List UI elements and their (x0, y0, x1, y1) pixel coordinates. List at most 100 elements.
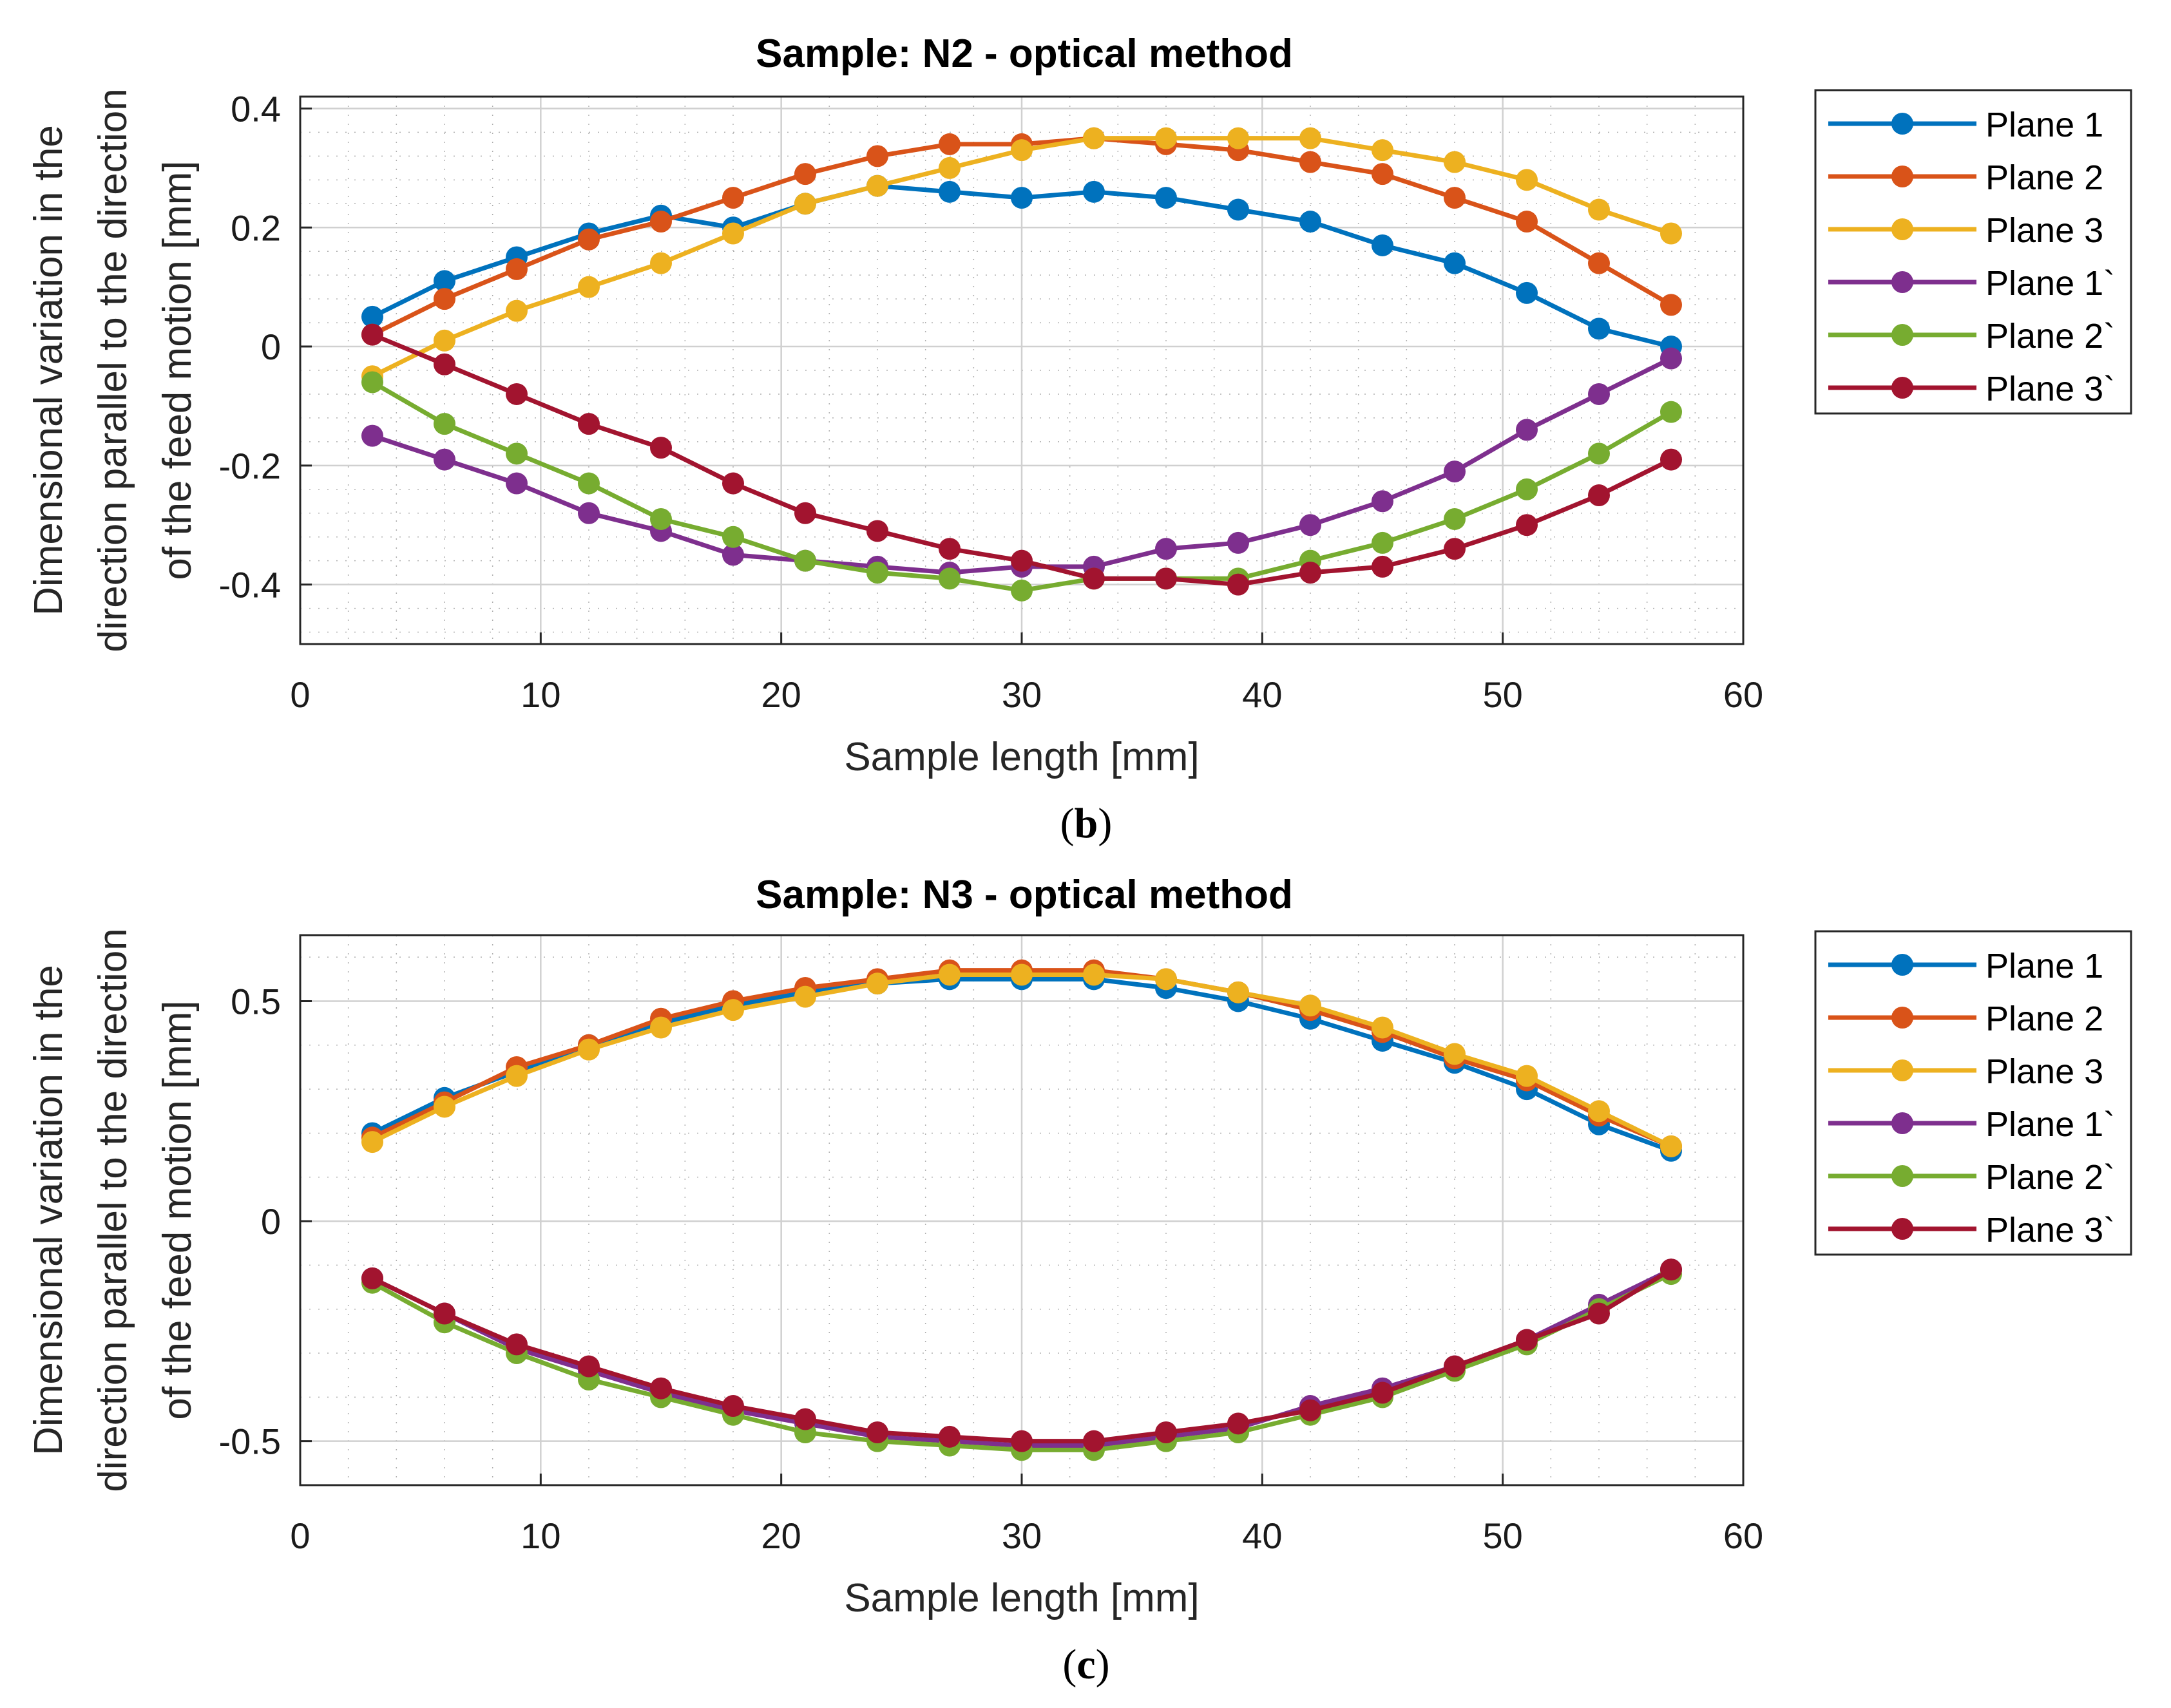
data-point (1372, 1016, 1393, 1039)
data-point (1516, 514, 1538, 536)
legend-marker (1891, 1059, 1913, 1081)
legend-swatches (1828, 954, 1976, 1240)
data-point (1372, 234, 1393, 256)
caption: (b) (1060, 800, 1113, 847)
chart-n2: Sample: N2 - optical method -0.4 -0.2 0 … (26, 32, 2132, 847)
data-point (722, 222, 744, 245)
y-axis-label-line: of the feed motion [mm] (155, 160, 200, 580)
legend-label: Plane 3 (1985, 1052, 2103, 1091)
data-point (1372, 555, 1393, 578)
legend-swatches (1828, 113, 1976, 399)
data-point (1083, 180, 1105, 203)
legend-label: Plane 1` (1985, 1105, 2115, 1144)
data-point (578, 228, 600, 251)
y-axis-label: Dimensional variation in the direction p… (26, 88, 200, 652)
data-point (1660, 401, 1682, 423)
data-point (1155, 538, 1177, 560)
legend-label: Plane 2` (1985, 1158, 2115, 1197)
x-tick-label: 30 (1002, 1515, 1042, 1556)
data-point (1444, 252, 1466, 274)
x-tick-label: 10 (521, 674, 560, 715)
data-point (1444, 538, 1466, 560)
data-point (1299, 151, 1321, 173)
data-point (1588, 1100, 1610, 1123)
series-lines (361, 959, 1682, 1461)
data-point (939, 538, 961, 560)
data-point (1516, 419, 1538, 441)
y-tick-labels: -0.5 0 0.5 (219, 981, 282, 1461)
data-point (361, 371, 383, 394)
y-tick-label: 0.5 (231, 981, 281, 1021)
data-point (794, 985, 816, 1008)
y-tick-label: -0.4 (219, 565, 282, 605)
series-plane-3- (361, 1258, 1682, 1452)
y-axis-label-line: direction parallel to the direction (91, 88, 135, 652)
legend-label: Plane 2 (1985, 1000, 2103, 1038)
data-point (1227, 531, 1249, 554)
data-point (1155, 567, 1177, 590)
y-axis-label-line: Dimensional variation in the (26, 125, 71, 616)
data-point (722, 472, 744, 495)
legend-marker (1891, 324, 1913, 346)
data-point (1660, 347, 1682, 370)
data-point (1444, 460, 1466, 483)
x-tick-label: 30 (1002, 674, 1042, 715)
chart-n3: Sample: N3 - optical method -0.5 0 0.5 0… (26, 873, 2132, 1688)
data-point (1516, 1065, 1538, 1087)
data-point (1588, 252, 1610, 274)
data-point (1299, 514, 1321, 536)
legend: Plane 1 Plane 2 Plane 3 Plane 1` Plane 2… (1814, 930, 2132, 1256)
data-point (1083, 567, 1105, 590)
data-point (578, 1355, 600, 1378)
legend-marker (1891, 954, 1913, 976)
data-point (361, 424, 383, 447)
data-point (1155, 127, 1177, 149)
x-tick-label: 60 (1723, 674, 1763, 715)
plot-frame (299, 95, 1745, 645)
data-point (361, 323, 383, 346)
series-plane-3- (361, 323, 1682, 596)
x-tick-label: 60 (1723, 1515, 1763, 1556)
caption: (c) (1062, 1641, 1109, 1688)
data-point (506, 258, 528, 280)
data-point (1588, 318, 1610, 340)
data-point (794, 502, 816, 524)
plot-frame (299, 934, 1745, 1486)
legend-marker (1891, 377, 1913, 399)
data-point (1011, 187, 1033, 209)
data-point (578, 276, 600, 298)
y-axis-label: Dimensional variation in the direction p… (26, 928, 200, 1492)
data-point (1588, 442, 1610, 465)
data-point (1227, 127, 1249, 149)
data-point (361, 1131, 383, 1153)
data-point (506, 1333, 528, 1356)
data-point (1372, 1381, 1393, 1404)
data-point (361, 1267, 383, 1289)
y-tick-label: 0 (261, 327, 281, 367)
data-point (578, 1038, 600, 1061)
data-point (1155, 968, 1177, 991)
data-point (1660, 448, 1682, 471)
legend-label: Plane 2 (1985, 158, 2103, 197)
data-point (506, 442, 528, 465)
legend-marker (1891, 1165, 1913, 1187)
data-point (1372, 163, 1393, 185)
data-point (434, 270, 455, 292)
data-point (1227, 198, 1249, 221)
data-point (722, 187, 744, 209)
legend-label: Plane 2` (1985, 317, 2115, 356)
legend-marker (1891, 271, 1913, 293)
x-tick-label: 40 (1242, 674, 1282, 715)
data-point (434, 329, 455, 352)
data-point (794, 193, 816, 215)
data-point (1011, 549, 1033, 572)
data-point (1083, 1430, 1105, 1452)
data-point (434, 288, 455, 310)
data-point (1011, 963, 1033, 986)
x-tick-label: 0 (290, 1515, 310, 1556)
data-point (1299, 211, 1321, 233)
data-point (434, 448, 455, 471)
data-point (1444, 1355, 1466, 1378)
data-point (1660, 1258, 1682, 1281)
